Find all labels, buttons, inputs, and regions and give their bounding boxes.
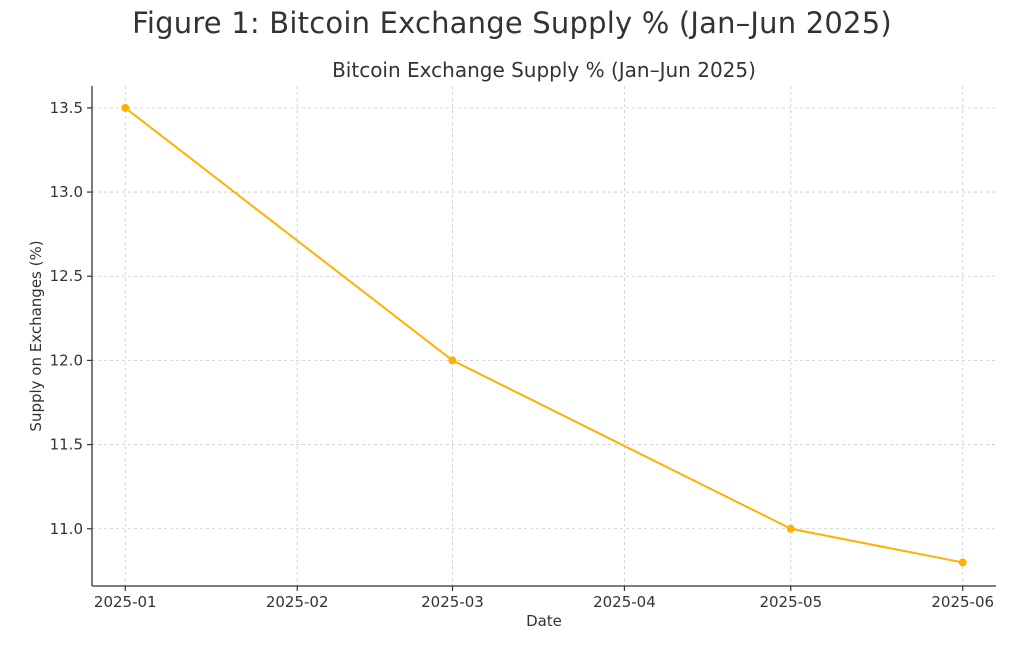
x-tick-label: 2025-01	[94, 593, 157, 611]
x-axis-label: Date	[526, 612, 562, 630]
chart-title: Bitcoin Exchange Supply % (Jan–Jun 2025)	[332, 58, 756, 82]
y-ticks: 11.0 11.5 12.0 12.5 13.0 13.5	[50, 99, 92, 538]
x-tick-label: 2025-04	[593, 593, 656, 611]
data-point	[448, 356, 457, 365]
x-tick-label: 2025-05	[759, 593, 822, 611]
x-tick-label: 2025-06	[931, 593, 994, 611]
series-line	[124, 107, 963, 564]
y-tick-label: 13.0	[50, 183, 83, 201]
data-point	[786, 524, 795, 533]
data-point	[121, 103, 130, 112]
y-axis-label: Supply on Exchanges (%)	[27, 240, 45, 431]
y-tick-label: 13.5	[50, 99, 83, 117]
y-tick-label: 12.5	[50, 267, 83, 285]
x-ticks: 2025-01 2025-02 2025-03 2025-04 2025-05 2025-…	[94, 586, 994, 611]
x-tick-label: 2025-03	[421, 593, 484, 611]
figure-title: Figure 1: Bitcoin Exchange Supply % (Jan…	[132, 6, 892, 40]
series-group	[121, 103, 967, 567]
x-tick-label: 2025-02	[266, 593, 329, 611]
y-tick-label: 11.0	[50, 520, 83, 538]
data-point	[958, 558, 967, 567]
y-tick-label: 12.0	[50, 351, 83, 369]
plot-frame	[91, 86, 996, 587]
y-tick-label: 11.5	[50, 436, 83, 454]
grid-lines	[92, 86, 996, 586]
